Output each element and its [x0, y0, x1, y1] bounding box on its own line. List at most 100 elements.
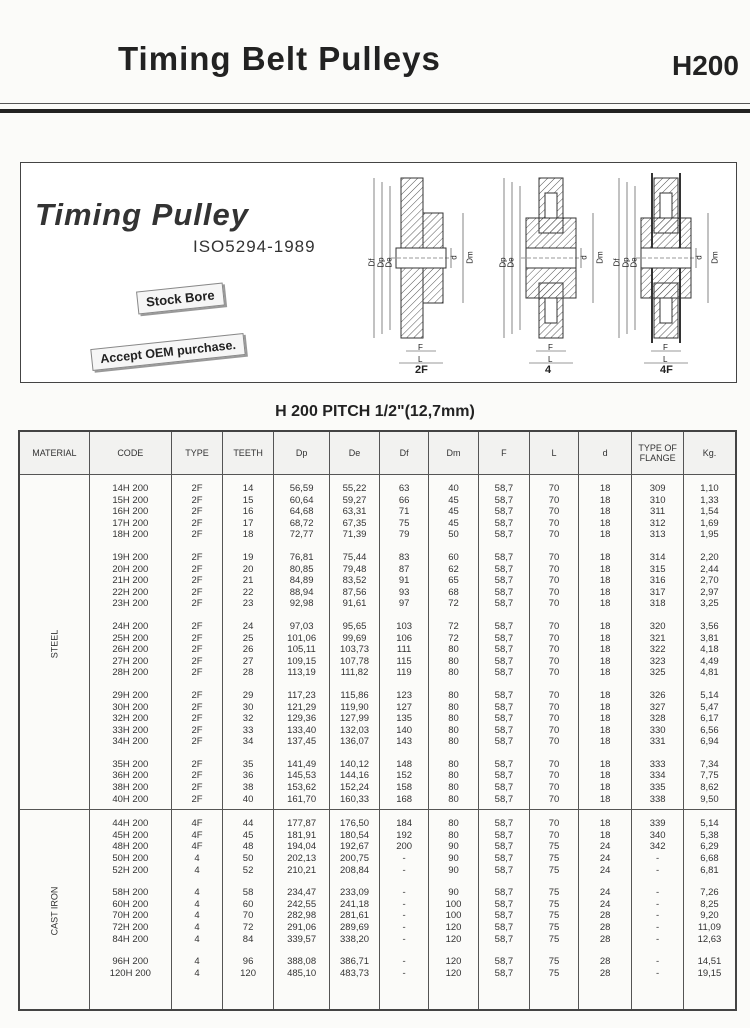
table-cell: 242,55	[287, 898, 317, 910]
table-cell: 12,63	[697, 933, 722, 945]
table-cell: 136,07	[340, 736, 370, 748]
table-cell: 2F	[191, 551, 203, 563]
table-cell: 80	[448, 770, 459, 782]
table-cell: 70	[548, 782, 560, 794]
table-cell: 109,15	[287, 655, 317, 667]
table-cell: 18	[599, 713, 611, 725]
table-cell: 2F	[191, 620, 203, 632]
table-cell: 58,7	[494, 956, 514, 968]
table-cell: 120	[240, 967, 256, 979]
column-cell: 80 80 90 90 90 90 100 100 120 120 120 120	[428, 809, 479, 1011]
table-cell: 58,7	[494, 782, 514, 794]
table-cell: 70H 200	[112, 910, 149, 922]
table-cell: 4	[194, 898, 200, 910]
dimension-label: F	[548, 343, 553, 352]
material-section: CAST IRON 44H 200 45H 200 48H 200 50H 200 52H…	[18, 809, 737, 1011]
table-cell: 59,27	[342, 494, 367, 506]
table-cell: 325	[649, 667, 666, 679]
dimension-label: Dm	[465, 251, 475, 264]
table-cell: 58,7	[494, 898, 514, 910]
table-cell: 194,04	[287, 841, 317, 853]
table-cell: 18	[599, 829, 611, 841]
table-cell: 2F	[191, 667, 203, 679]
table-cell: 310	[649, 494, 666, 506]
table-cell: 45	[448, 506, 459, 518]
table-cell: 4	[194, 933, 200, 945]
table-cell: 2F	[191, 586, 203, 598]
table-cell: 96H 200	[112, 956, 149, 968]
table-cell: 88,94	[289, 586, 314, 598]
table-cell: 106	[396, 632, 413, 644]
diagram-type-label: 4F	[660, 364, 673, 376]
table-cell: -	[402, 910, 406, 922]
table-cell: -	[402, 853, 406, 865]
table-cell: 68,72	[289, 517, 314, 529]
table-cell: 3,56	[700, 620, 719, 632]
table-cell: 71,39	[342, 529, 367, 541]
column-cell: 70 70 70 70 70 70 70 70 70 70 70 70 70 70 70 70 70 70 70 70…	[529, 474, 579, 811]
table-cell: 18	[599, 494, 611, 506]
table-cell: 2F	[191, 655, 203, 667]
table-cell: 58,7	[494, 667, 514, 679]
table-cell: 58,7	[494, 922, 514, 933]
table-cell: 58,7	[494, 910, 514, 922]
table-cell: 75	[548, 910, 560, 922]
table-cell: 19H 200	[112, 551, 149, 563]
table-cell: 91,61	[342, 598, 367, 610]
dimension-label: Df	[612, 258, 622, 267]
table-cell: 133,40	[287, 724, 317, 736]
table-cell: 70	[548, 517, 560, 529]
table-cell: 80	[448, 644, 459, 656]
table-cell: 2F	[191, 632, 203, 644]
table-cell: 4F	[191, 841, 203, 853]
table-cell: 30H 200	[112, 701, 149, 713]
table-cell: 177,87	[287, 818, 317, 830]
table-cell: 24	[599, 841, 611, 853]
column-header: De	[329, 430, 380, 475]
table-cell: 320	[649, 620, 666, 632]
table-cell: 5,38	[700, 829, 719, 841]
table-cell: 30	[242, 701, 254, 713]
table-cell: 44H 200	[112, 818, 149, 830]
table-cell: 2F	[191, 713, 203, 725]
table-cell: 75	[548, 864, 560, 876]
table-cell: -	[402, 933, 406, 945]
banner-title: Timing Pulley	[35, 197, 249, 232]
table-cell: 485,10	[287, 967, 317, 979]
column-header: d	[577, 430, 633, 475]
table-cell: 79	[398, 529, 410, 541]
table-cell: 58,7	[494, 701, 514, 713]
table-cell: 45	[448, 494, 459, 506]
table-cell: 70	[548, 689, 560, 701]
table-cell: 326	[649, 689, 666, 701]
table-cell: 181,91	[287, 829, 317, 841]
table-cell: 7,26	[700, 887, 719, 899]
table-cell: 120H 200	[109, 967, 151, 979]
column-cell: 14H 200 15H 200 16H 200 17H 200 18H 200 19H 2…	[88, 474, 172, 811]
table-cell: 18	[599, 818, 611, 830]
table-cell: 80	[448, 829, 459, 841]
table-cell: 52	[242, 864, 254, 876]
table-cell: 314	[649, 551, 666, 563]
table-cell: -	[402, 956, 406, 968]
divider	[0, 103, 750, 104]
table-cell: 281,61	[340, 910, 370, 922]
table-cell: 192,67	[340, 841, 370, 853]
table-cell: 18	[599, 782, 611, 794]
table-cell: 158	[396, 782, 413, 794]
table-cell: -	[656, 887, 660, 899]
material-label: STEEL	[49, 629, 60, 658]
dimension-label: d	[694, 255, 704, 260]
table-cell: 90	[448, 841, 459, 853]
table-cell: -	[402, 887, 406, 899]
table-cell: 58,7	[494, 829, 514, 841]
table-cell: 70	[548, 667, 560, 679]
column-cell: 70 70 75 75 75 75 75 75 75 75 75 75	[529, 809, 579, 1011]
table-cell: 2F	[191, 736, 203, 748]
pulley-diagram: Df Dp De d Dm F L 2F	[366, 173, 476, 378]
table-cell: 58,7	[494, 724, 514, 736]
table-cell: 6,17	[700, 713, 719, 725]
column-header: TYPE	[170, 430, 224, 475]
table-cell: 4	[194, 956, 200, 968]
table-cell: 129,36	[287, 713, 317, 725]
